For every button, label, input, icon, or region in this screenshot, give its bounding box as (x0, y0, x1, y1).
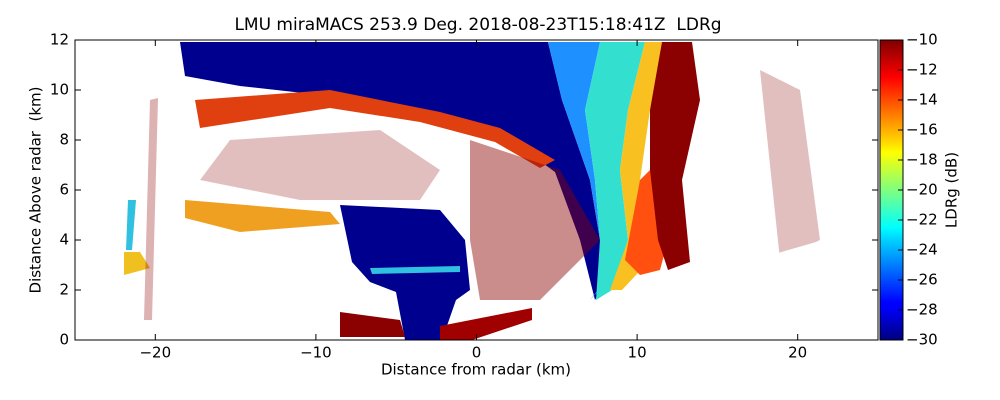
y-tick-label: 6 (59, 181, 69, 199)
y-tick-label: 10 (50, 81, 69, 99)
field-region (195, 90, 555, 168)
colorbar-tick-label: −18 (906, 151, 938, 169)
field-region (548, 42, 604, 300)
field-region (144, 98, 158, 320)
field-region (180, 42, 604, 300)
x-tick-label: −20 (139, 344, 171, 362)
x-axis-label: Distance from radar (km) (381, 361, 571, 379)
field-region (340, 312, 405, 337)
colorbar-tick-label: −16 (906, 121, 938, 139)
field-region (185, 200, 340, 232)
field-region (760, 70, 820, 260)
field-region (370, 266, 460, 274)
y-axis-label: Distance Above radar (km) (27, 87, 45, 294)
field-region (470, 140, 600, 300)
colorbar-tick-label: −12 (906, 61, 938, 79)
chart-title: LMU miraMACS 253.9 Deg. 2018-08-23T15:18… (234, 15, 721, 35)
colorbar-tick-label: −28 (906, 301, 938, 319)
x-tick-label: 0 (472, 344, 482, 362)
field-region (126, 200, 136, 250)
x-tick-label: −10 (300, 344, 332, 362)
no-data-wedge (476, 238, 878, 340)
x-tick-label: 20 (788, 344, 807, 362)
colorbar-tick-label: −26 (906, 271, 938, 289)
y-tick-label: 8 (59, 131, 69, 149)
colorbar-tick-label: −22 (906, 211, 938, 229)
field-region (200, 130, 440, 200)
radar-field (124, 42, 878, 340)
colorbar-tick-label: −10 (906, 31, 938, 49)
y-tick-label: 12 (50, 31, 69, 49)
field-region (650, 42, 700, 270)
x-tick-label: 10 (628, 344, 647, 362)
colorbar-tick-label: −30 (906, 331, 938, 349)
colorbar-tick-label: −14 (906, 91, 938, 109)
field-region (625, 170, 668, 275)
y-tick-label: 0 (59, 331, 69, 349)
field-region (585, 42, 645, 300)
colorbar-tick-label: −24 (906, 241, 938, 259)
y-tick-label: 4 (59, 231, 69, 249)
colorbar-tick-label: −20 (906, 181, 938, 199)
colorbar-label: LDRg (dB) (943, 152, 961, 228)
field-region (440, 308, 532, 340)
field-region (124, 252, 150, 275)
y-tick-label: 2 (59, 281, 69, 299)
